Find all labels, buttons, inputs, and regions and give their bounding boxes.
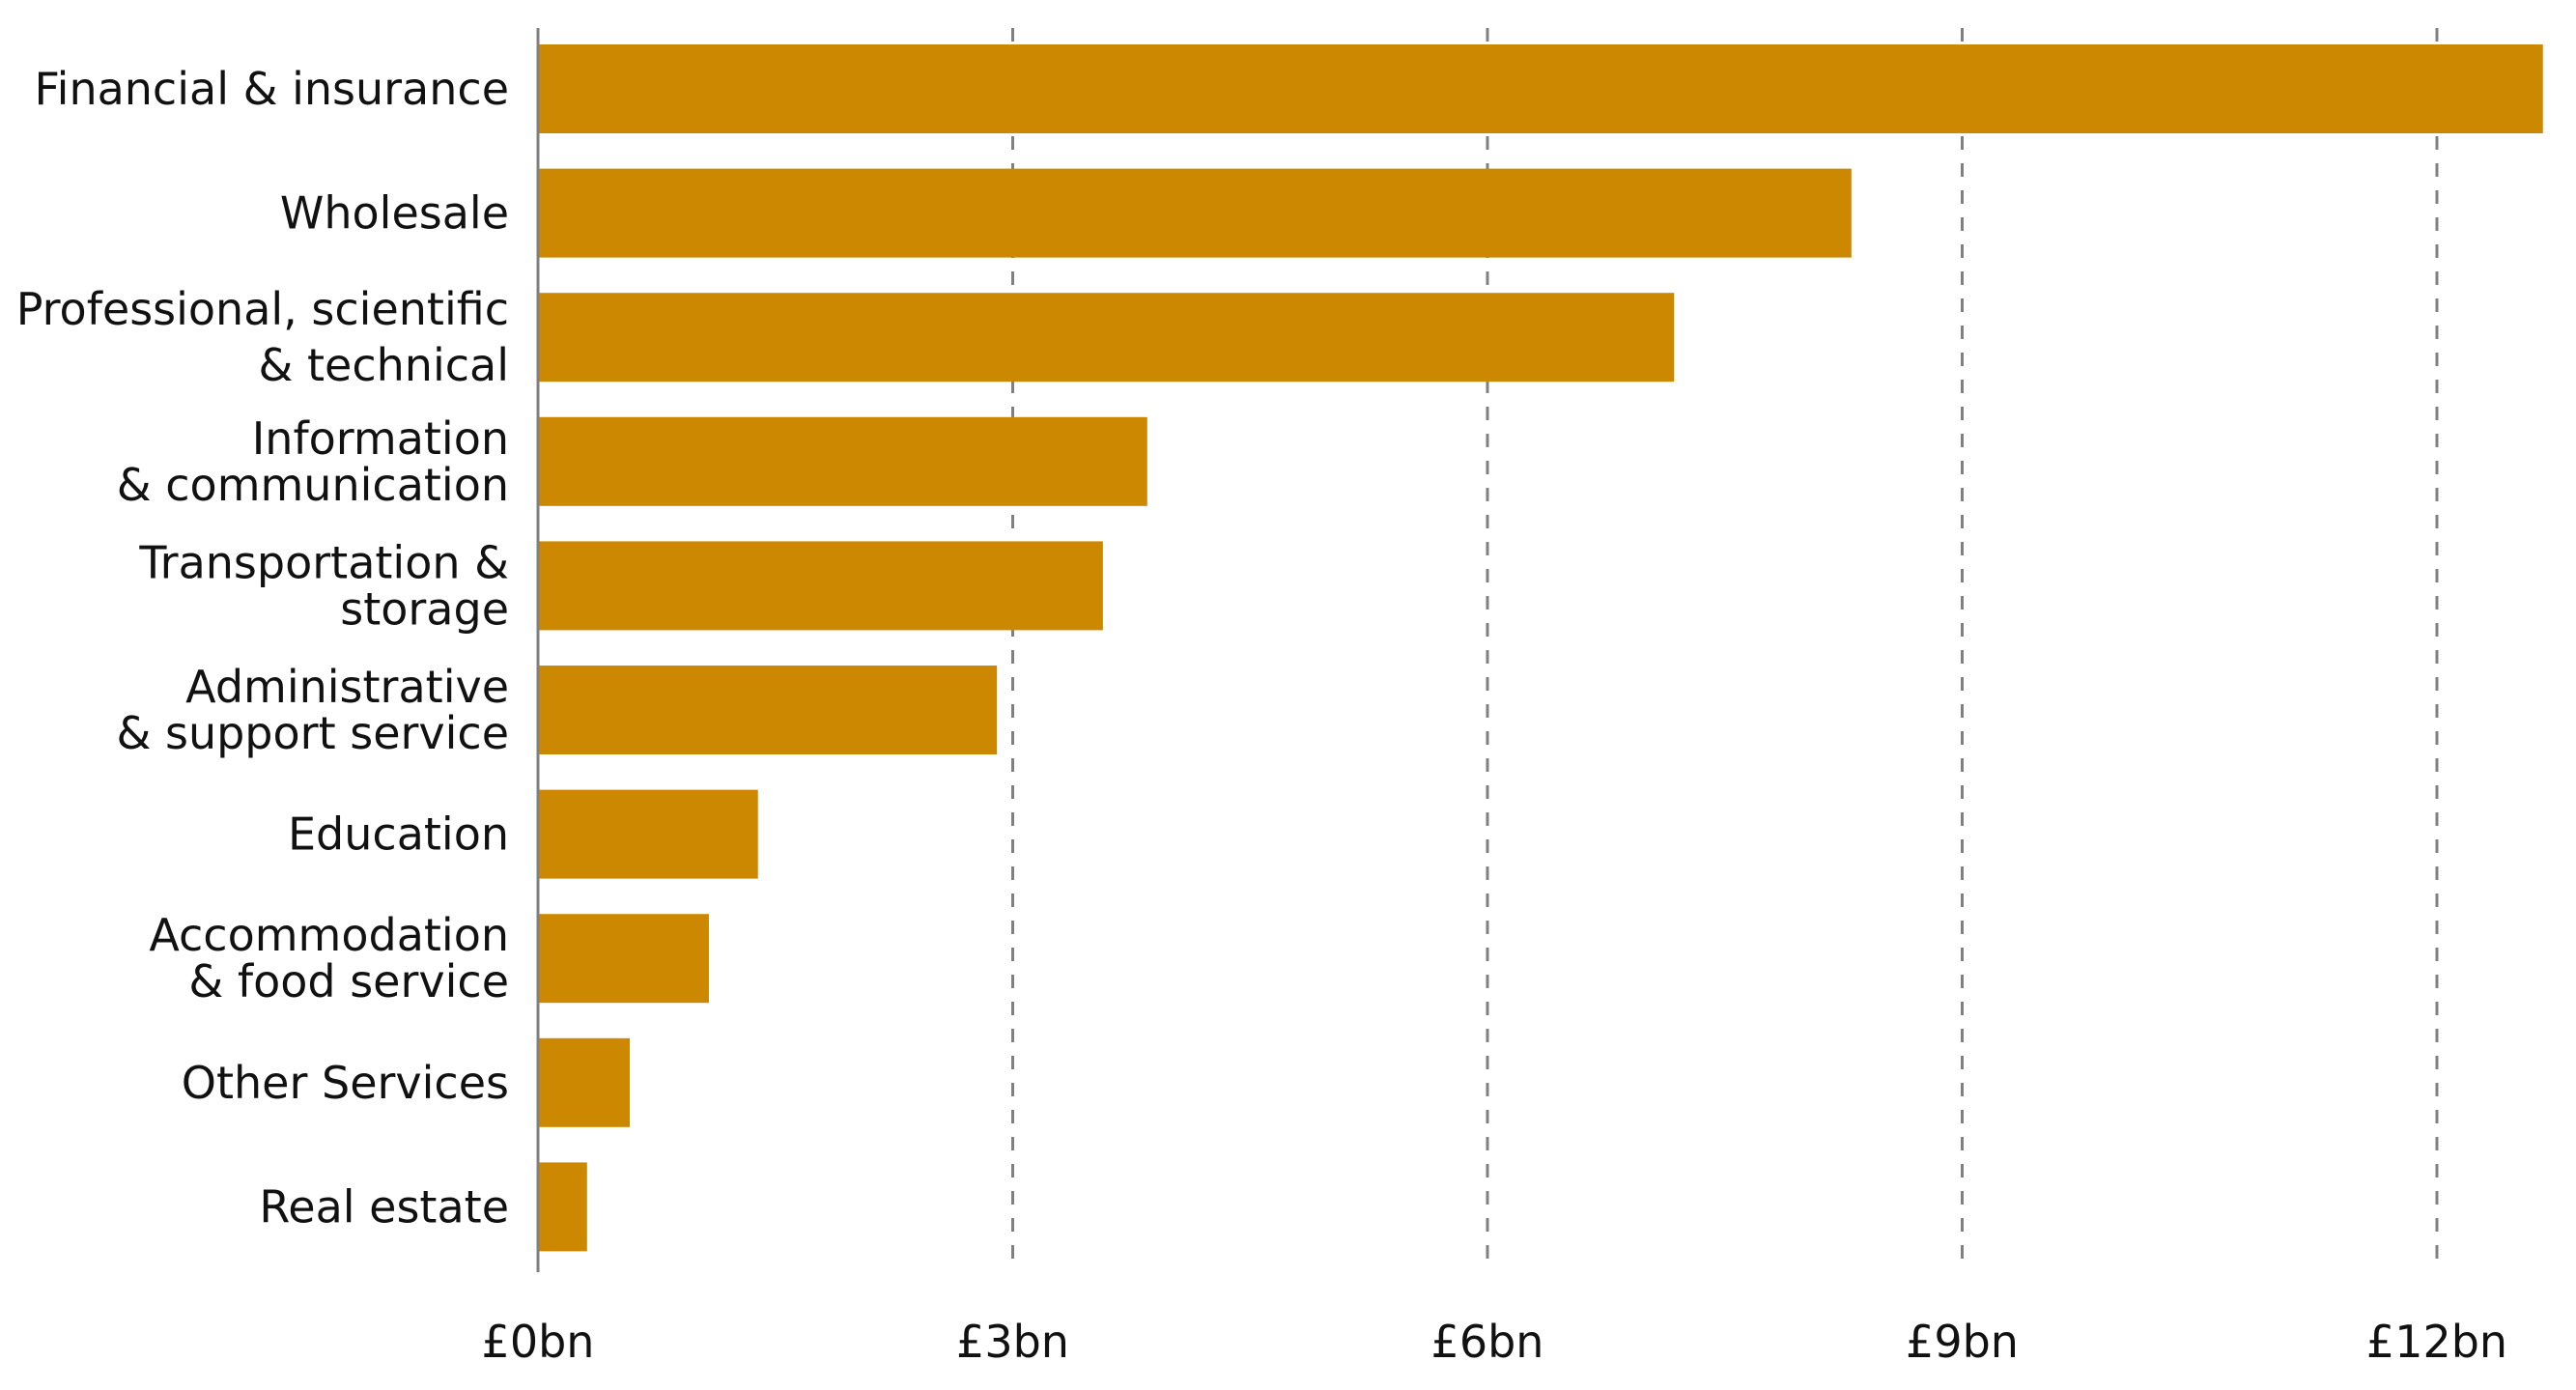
x-tick-label: £12bn (2366, 1316, 2507, 1368)
category-label: storage (340, 582, 509, 635)
bar (538, 541, 1103, 631)
category-label: & support service (117, 707, 510, 759)
category-label: & food service (188, 955, 509, 1007)
bar (538, 416, 1147, 506)
x-tick-label: £3bn (956, 1316, 1069, 1368)
category-label: Financial & insurance (35, 63, 509, 115)
bar (538, 666, 998, 754)
bar (538, 1037, 631, 1127)
category-label: Education (288, 808, 509, 861)
bar (538, 168, 1852, 258)
category-label: Other Services (182, 1057, 509, 1109)
category-label: Accommodation (149, 909, 509, 961)
x-tick-label: £0bn (482, 1316, 595, 1368)
bar (538, 293, 1675, 383)
category-label: Real estate (259, 1180, 509, 1233)
bar (538, 914, 709, 1004)
bar (538, 789, 758, 879)
category-label: Administrative (185, 661, 509, 713)
category-label: Wholesale (280, 187, 509, 240)
category-label: & technical (259, 339, 509, 391)
category-label: Transportation & (138, 536, 509, 588)
category-label: Information (252, 412, 509, 465)
category-label: Professional, scientific (16, 283, 509, 335)
bar (538, 1162, 587, 1252)
bar (538, 44, 2543, 133)
x-tick-label: £9bn (1906, 1316, 2019, 1368)
x-tick-label: £6bn (1431, 1316, 1544, 1368)
category-label: & communication (117, 459, 509, 511)
